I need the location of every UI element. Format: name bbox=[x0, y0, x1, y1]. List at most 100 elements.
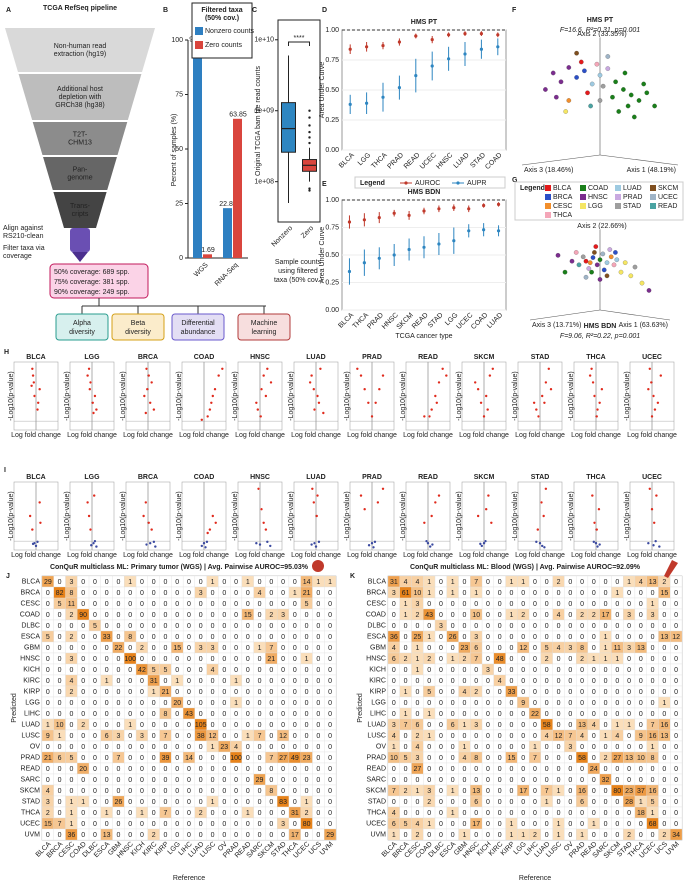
cell-value: 0 bbox=[639, 832, 643, 839]
cell-value: 0 bbox=[152, 656, 156, 663]
x-tick-label: READ bbox=[403, 152, 422, 171]
cell-value: 0 bbox=[510, 667, 514, 674]
cell-value: 0 bbox=[580, 766, 584, 773]
cell-value: 0 bbox=[116, 722, 120, 729]
cell-value: 0 bbox=[305, 689, 309, 696]
cell-value: 7 bbox=[651, 722, 655, 729]
row-label: CESC bbox=[367, 600, 386, 607]
cell-value: 0 bbox=[269, 623, 273, 630]
legend-label: BRCA bbox=[553, 194, 573, 201]
x-axis-label: Reference bbox=[519, 875, 551, 882]
cell bbox=[670, 828, 683, 841]
cell-value: 1 bbox=[211, 744, 215, 751]
y-tick-label: 0.00 bbox=[325, 307, 339, 314]
cell-value: 0 bbox=[627, 744, 631, 751]
plot-title: STAD bbox=[531, 474, 550, 481]
legend-marker bbox=[456, 181, 460, 185]
cell-value: 0 bbox=[404, 634, 408, 641]
cell-value: 0 bbox=[404, 744, 408, 751]
cell-value: 0 bbox=[439, 678, 443, 685]
point bbox=[430, 514, 433, 518]
cell-value: 0 bbox=[222, 832, 226, 839]
point bbox=[597, 277, 603, 282]
point bbox=[200, 418, 203, 421]
cell-value: 2 bbox=[140, 645, 144, 652]
cell-value: 0 bbox=[415, 678, 419, 685]
cell-value: 0 bbox=[474, 678, 478, 685]
point bbox=[425, 539, 428, 543]
cell-value: 0 bbox=[175, 656, 179, 663]
cell-value: 0 bbox=[269, 777, 273, 784]
point bbox=[590, 255, 596, 260]
point bbox=[30, 384, 33, 387]
point bbox=[258, 543, 262, 546]
x-axis-label: Log fold change bbox=[403, 552, 453, 559]
point bbox=[34, 544, 38, 548]
cell-value: 0 bbox=[211, 711, 215, 718]
cell-value: 0 bbox=[427, 810, 431, 817]
panel-title: HMS BDN bbox=[408, 189, 441, 196]
cell-value: 0 bbox=[58, 634, 62, 641]
cell-value: 0 bbox=[46, 832, 50, 839]
axis bbox=[599, 309, 671, 321]
legend-label: AUPR bbox=[467, 180, 486, 187]
cell-value: 10 bbox=[414, 590, 422, 597]
cell-value: 7 bbox=[164, 733, 168, 740]
row-label: LUSC bbox=[367, 732, 386, 739]
plot-frame bbox=[349, 481, 395, 551]
cell-value: 80 bbox=[613, 788, 621, 795]
output-label: Beta bbox=[131, 320, 146, 327]
cell-value: 12 bbox=[672, 634, 680, 641]
y-tick-label: 0.75 bbox=[325, 224, 339, 231]
cell-value: 27 bbox=[414, 766, 422, 773]
cell-value: 0 bbox=[474, 667, 478, 674]
plot-frame bbox=[405, 481, 451, 551]
cell-value: 4 bbox=[404, 579, 408, 586]
point bbox=[266, 367, 269, 370]
cell-value: 0 bbox=[439, 832, 443, 839]
point bbox=[573, 250, 579, 255]
cell-value: 0 bbox=[316, 832, 320, 839]
cell-value: 0 bbox=[246, 634, 250, 641]
cell-value: 1 bbox=[105, 678, 109, 685]
cell-value: 0 bbox=[128, 810, 132, 817]
cell-value: 0 bbox=[557, 700, 561, 707]
y-tick-label: 75 bbox=[175, 91, 183, 98]
cell-value: 0 bbox=[128, 689, 132, 696]
cell-value: 0 bbox=[269, 711, 273, 718]
cell-value: 10 bbox=[56, 722, 64, 729]
row-label: ESCA bbox=[367, 633, 386, 640]
cell-value: 0 bbox=[451, 755, 455, 762]
cell-value: 0 bbox=[199, 832, 203, 839]
cell-value: 0 bbox=[152, 821, 156, 828]
cell-value: 5 bbox=[69, 755, 73, 762]
axis-label: Axis 2 (33.35%) bbox=[577, 31, 626, 38]
cell-value: 0 bbox=[486, 645, 490, 652]
cell-value: 0 bbox=[281, 667, 285, 674]
cell-value: 0 bbox=[69, 777, 73, 784]
row-label: ESCA bbox=[21, 633, 40, 640]
y-axis-label: -Log10(p-value) bbox=[400, 491, 407, 540]
cell-value: 0 bbox=[651, 656, 655, 663]
point bbox=[566, 65, 572, 70]
cell-value: 0 bbox=[234, 733, 238, 740]
plot-title: SKCM bbox=[474, 354, 495, 361]
cell-value: 0 bbox=[128, 832, 132, 839]
cell-value: 0 bbox=[293, 799, 297, 806]
cell-value: 0 bbox=[545, 579, 549, 586]
cell-value: 0 bbox=[116, 821, 120, 828]
point bbox=[655, 494, 658, 497]
point bbox=[650, 381, 653, 384]
cell-value: 0 bbox=[521, 810, 525, 817]
cell-value: 26 bbox=[115, 799, 123, 806]
point bbox=[213, 388, 217, 391]
cell-value: 0 bbox=[93, 645, 97, 652]
row-label: SARC bbox=[367, 776, 386, 783]
cell-value: 0 bbox=[116, 601, 120, 608]
cell-value: 0 bbox=[404, 799, 408, 806]
cell-value: 0 bbox=[234, 590, 238, 597]
point bbox=[95, 408, 98, 411]
cell-value: 0 bbox=[580, 689, 584, 696]
x-tick-label: LUAD bbox=[453, 152, 471, 170]
step-label: Align against bbox=[3, 225, 43, 232]
